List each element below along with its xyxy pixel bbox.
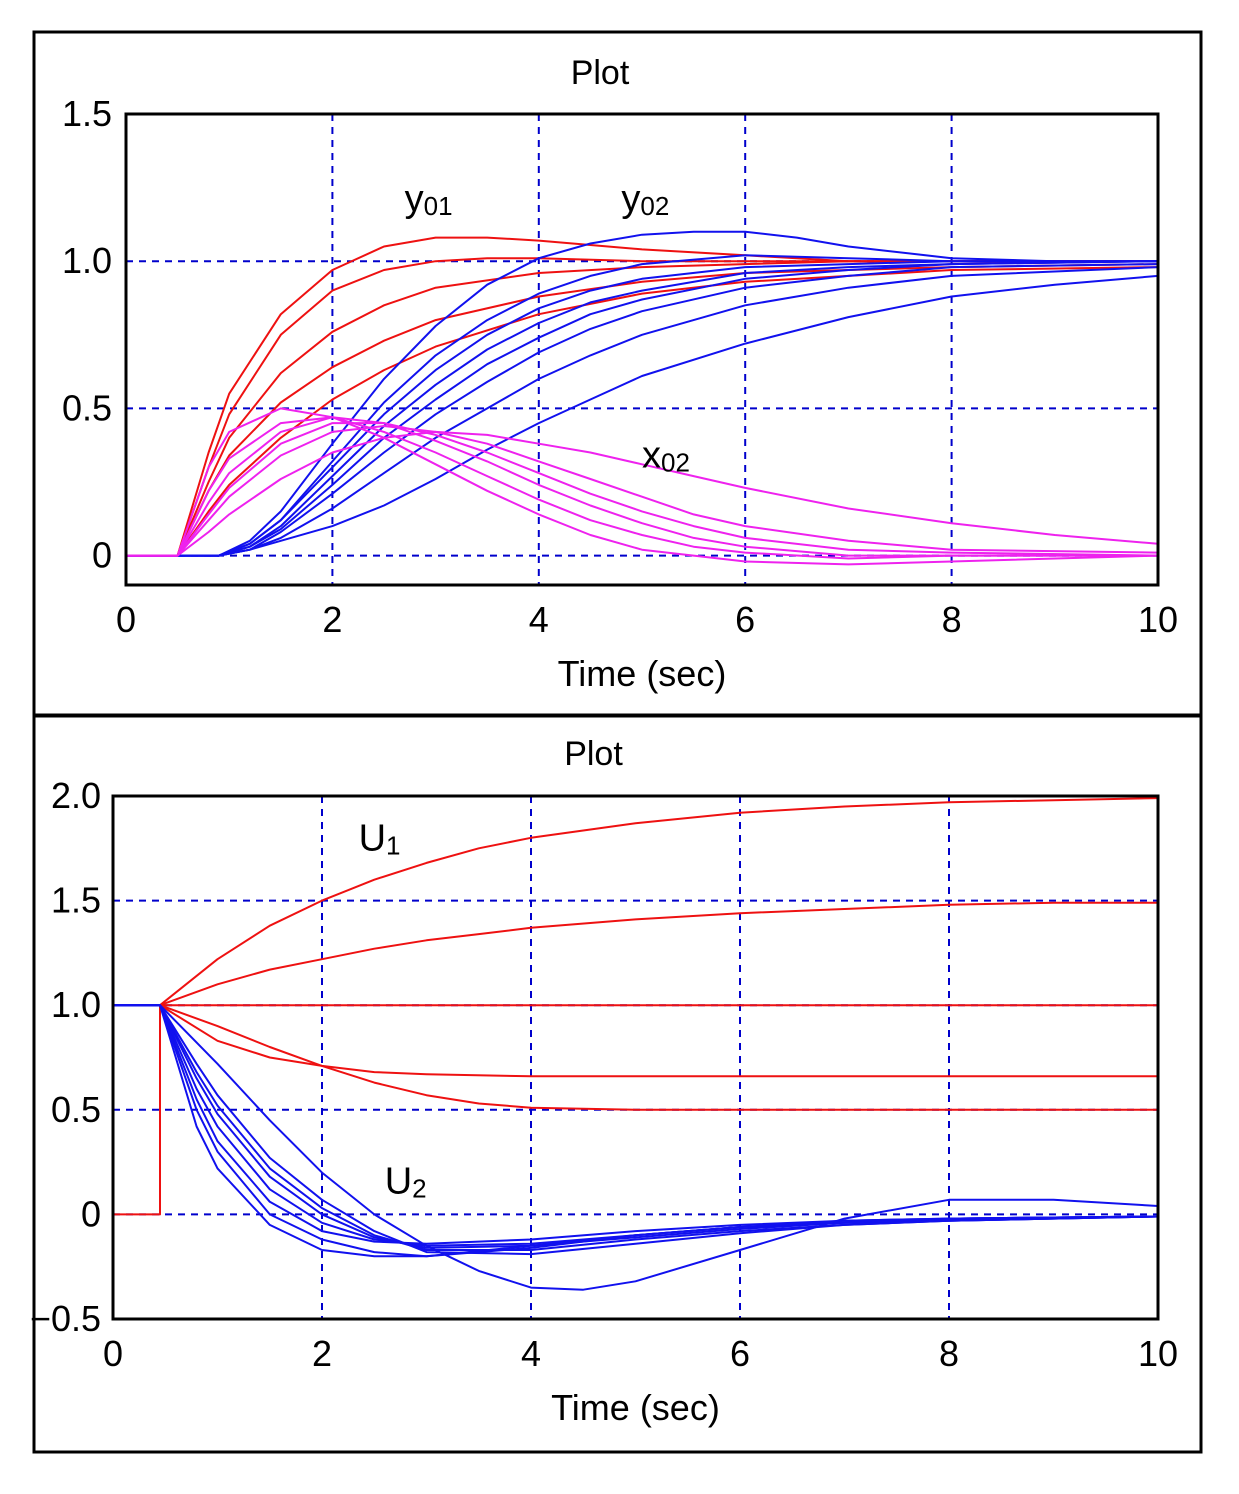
y-tick-label: 1.0 — [51, 984, 101, 1025]
series-line-x02-4 — [126, 422, 1158, 557]
y-tick-label: 1.0 — [62, 240, 112, 281]
y-tick-label: 2.0 — [51, 775, 101, 816]
x-tick-label: 0 — [116, 599, 136, 640]
x-tick-label: 4 — [521, 1333, 541, 1374]
series-line-y01-3 — [126, 260, 1158, 557]
chart-title: Plot — [571, 54, 630, 92]
series-line-u1-4 — [113, 1004, 1158, 1078]
label-u2: U2 — [385, 1160, 427, 1203]
y-tick-label: 1.5 — [62, 93, 112, 134]
y-tick-label: 0.5 — [51, 1089, 101, 1130]
x-tick-label: 10 — [1138, 1333, 1178, 1374]
top-chart: 0 2 4 6 8 10 0 0.5 1.0 1.5 Plot Time (sec) y01 y02 x02 — [62, 54, 1178, 694]
series-line-y02-3 — [126, 260, 1158, 557]
series-line-x02-3 — [126, 416, 1158, 557]
x-tick-label: 0 — [103, 1333, 123, 1374]
label-x02: x02 — [642, 434, 690, 477]
series-line-x02-5 — [126, 425, 1158, 557]
series-line-x02-2 — [126, 416, 1158, 560]
series-line-y01-1 — [126, 236, 1158, 557]
x-tick-label: 2 — [312, 1333, 332, 1374]
bottom-panel-frame — [32, 714, 1203, 1454]
axes-box — [111, 794, 1160, 1321]
series-group — [113, 797, 1158, 1291]
label-y02: y02 — [621, 178, 669, 221]
x-tick-label: 8 — [942, 599, 962, 640]
y-tick-label: 0 — [81, 1193, 101, 1234]
series-line-u2-5 — [113, 1004, 1158, 1256]
series-line-u1-2 — [113, 901, 1158, 1007]
y-tick-label: 0 — [92, 535, 112, 576]
series-group — [126, 230, 1158, 566]
label-y01: y01 — [405, 178, 453, 221]
x-tick-label: 4 — [529, 599, 549, 640]
x-tick-label: 6 — [730, 1333, 750, 1374]
y-tick-label: −0.5 — [30, 1298, 101, 1339]
series-line-u1-1 — [113, 797, 1158, 1216]
plot-area — [126, 114, 1158, 585]
series-line-y02-1 — [126, 230, 1158, 557]
x-tick-label: 10 — [1138, 599, 1178, 640]
axes-box — [124, 112, 1160, 587]
series-line-u1-5 — [113, 1004, 1158, 1111]
x-tick-label: 6 — [735, 599, 755, 640]
series-line-y02-8 — [126, 274, 1158, 557]
label-u1: U1 — [359, 817, 401, 860]
x-tick-label: 8 — [939, 1333, 959, 1374]
x-tick-label: 2 — [322, 599, 342, 640]
series-line-x02-6 — [126, 430, 1158, 557]
y-tick-label: 1.5 — [51, 880, 101, 921]
y-tick-label: 0.5 — [62, 387, 112, 428]
series-line-x02-1 — [126, 407, 1158, 566]
chart-title: Plot — [564, 735, 623, 773]
x-axis-label: Time (sec) — [551, 1387, 720, 1428]
x-axis-label: Time (sec) — [558, 653, 727, 694]
series-line-y02-5 — [126, 260, 1158, 557]
series-line-u2-7 — [113, 1004, 1158, 1258]
series-line-y02-6 — [126, 263, 1158, 557]
series-line-u2-8 — [113, 1004, 1158, 1291]
